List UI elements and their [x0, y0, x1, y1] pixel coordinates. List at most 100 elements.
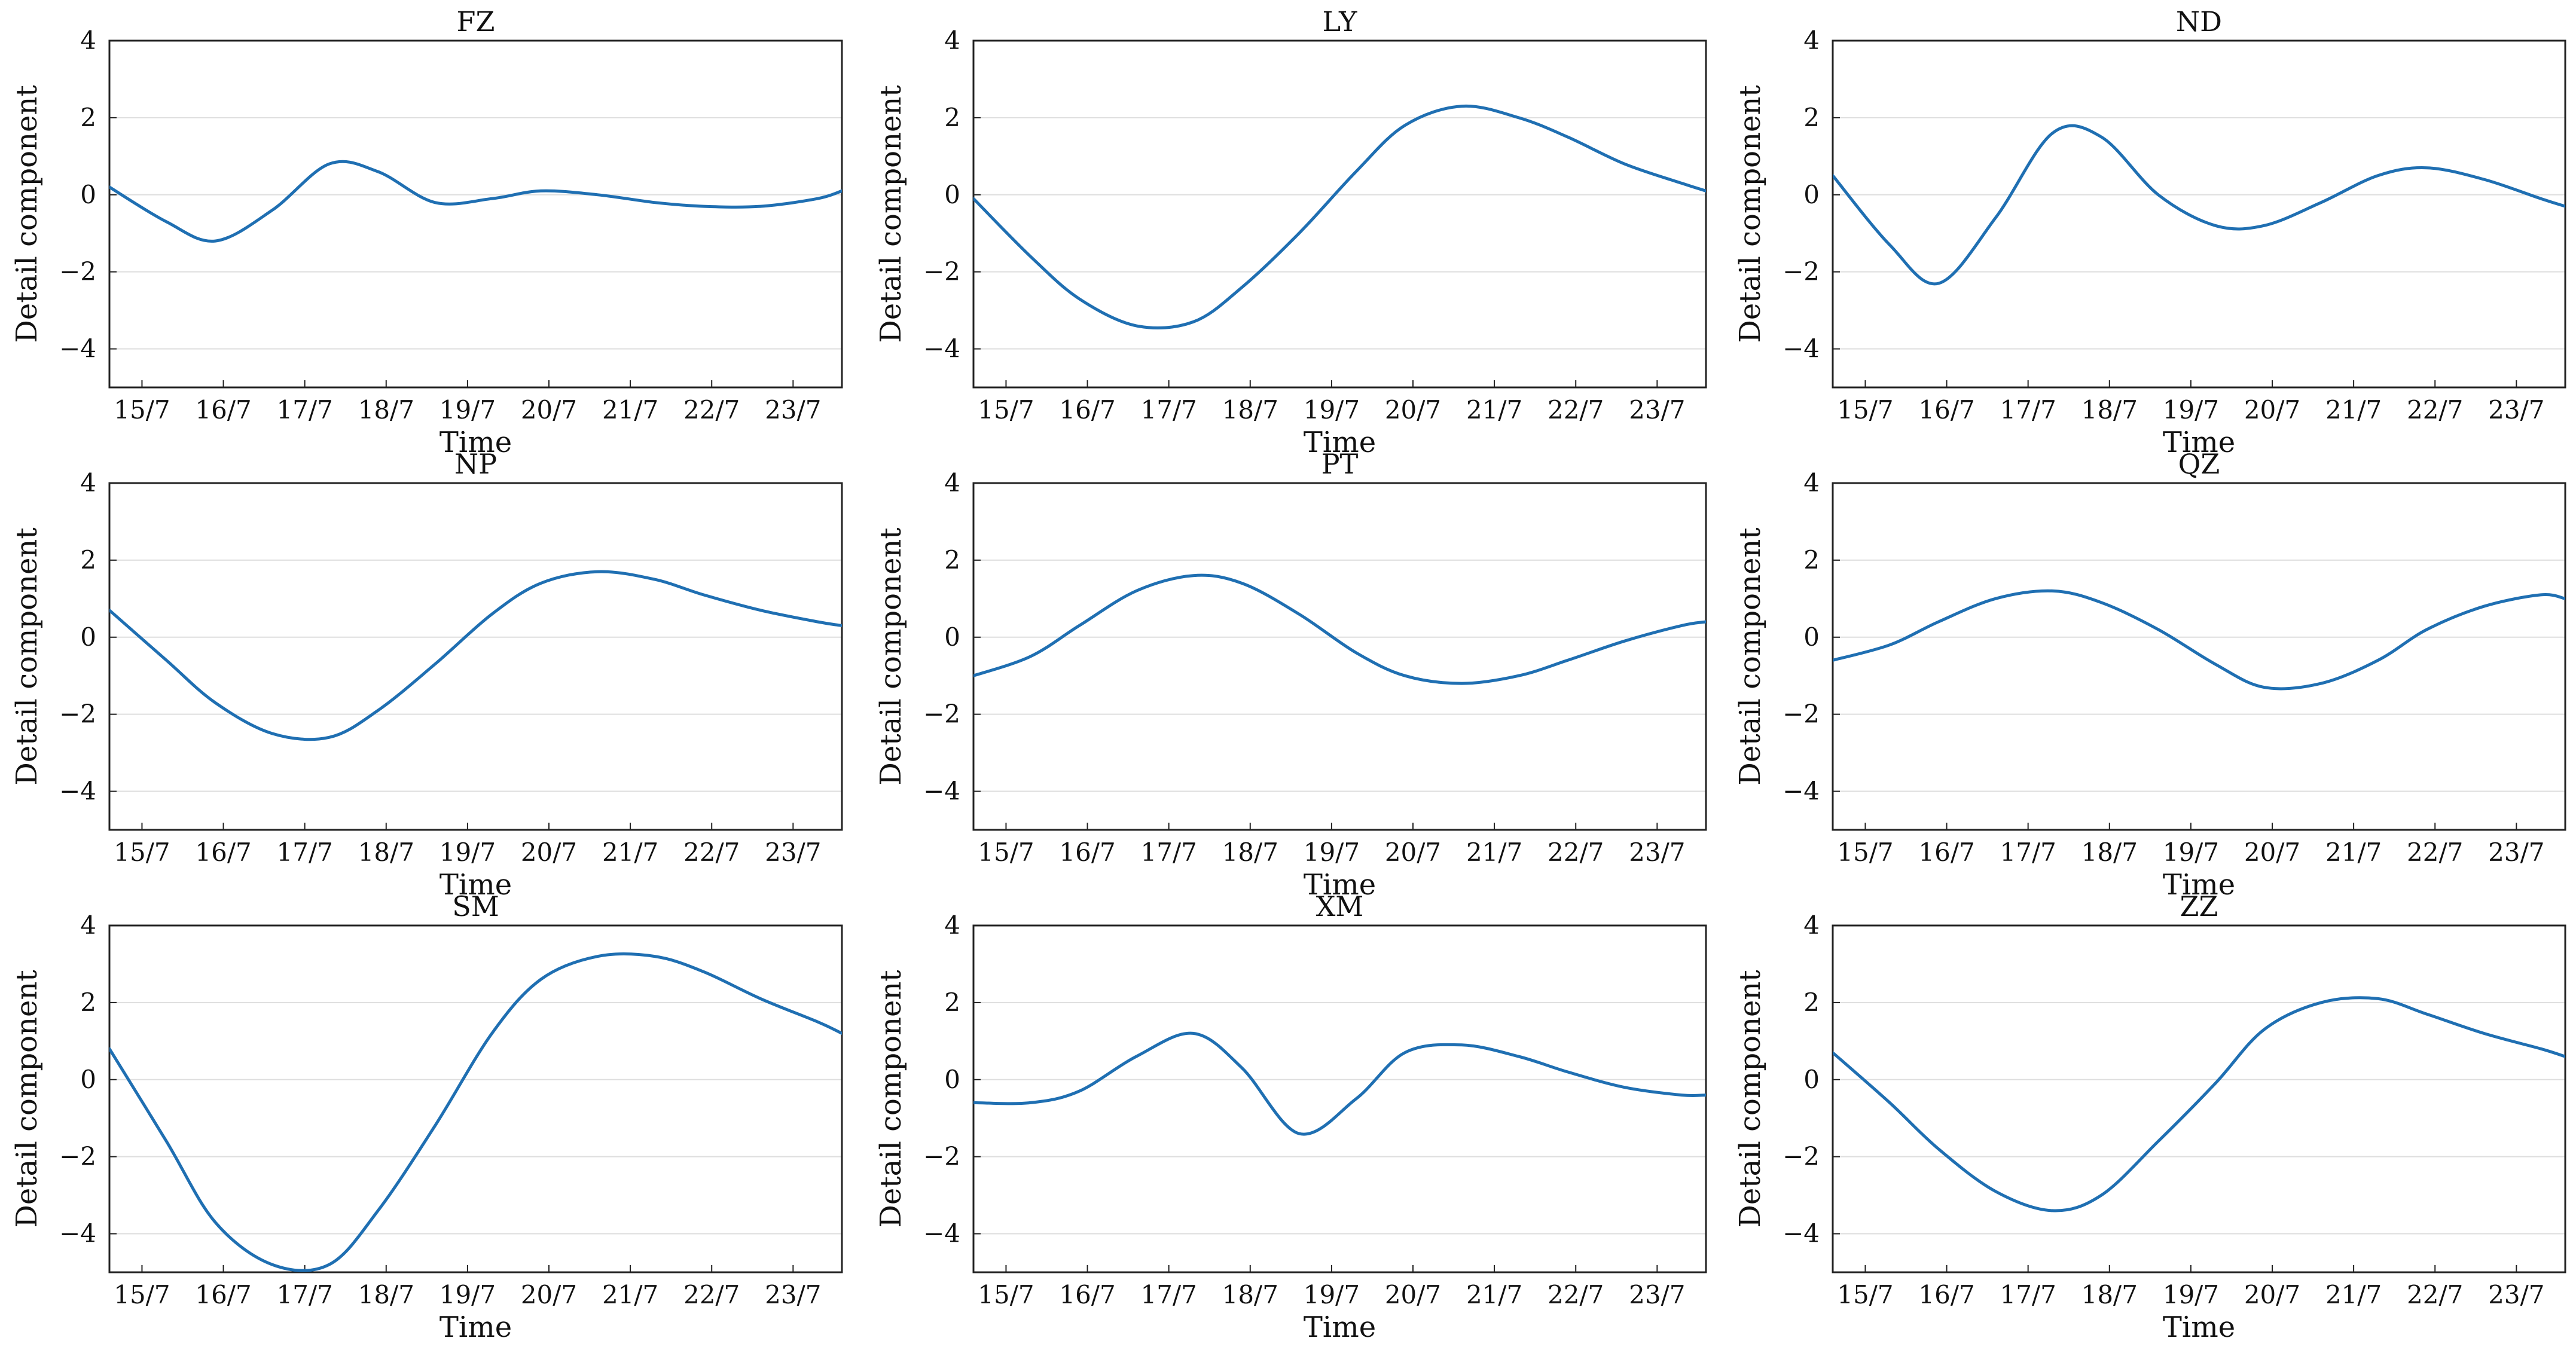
chart-title: ZZ	[2180, 890, 2218, 923]
x-tick-label: 17/7	[2000, 1280, 2056, 1309]
y-axis-label: Detail component	[1733, 527, 1767, 785]
x-tick-label: 21/7	[602, 838, 658, 867]
x-tick-label: 22/7	[1548, 395, 1604, 424]
x-tick-label: 19/7	[2163, 395, 2219, 424]
x-tick-label: 21/7	[2325, 1280, 2382, 1309]
x-tick-label: 23/7	[765, 1280, 821, 1309]
y-tick-label: −2	[923, 257, 960, 286]
series-line-xm	[973, 1031, 1706, 1136]
x-tick-label: 19/7	[439, 838, 496, 867]
x-axis-label: Time	[1304, 1311, 1376, 1344]
x-tick-label: 17/7	[2000, 395, 2056, 424]
y-axis-label: Detail component	[10, 970, 44, 1227]
y-tick-label: 2	[944, 545, 960, 575]
y-tick-label: 2	[80, 545, 96, 575]
x-tick-label: 15/7	[114, 395, 170, 424]
x-tick-label: 15/7	[114, 838, 170, 867]
x-tick-label: 18/7	[358, 838, 414, 867]
series-line-ly	[973, 104, 1706, 329]
x-tick-label: 22/7	[2407, 395, 2463, 424]
x-tick-label: 18/7	[2081, 395, 2138, 424]
x-axis-label: Time	[2163, 868, 2235, 902]
x-tick-label: 22/7	[1548, 1280, 1604, 1309]
y-tick-label: 2	[80, 988, 96, 1017]
x-tick-label: 18/7	[2081, 838, 2138, 867]
y-axis-label: Detail component	[874, 970, 908, 1227]
chart-title: SM	[452, 890, 499, 923]
x-tick-label: 16/7	[195, 395, 251, 424]
x-tick-label: 21/7	[2325, 395, 2382, 424]
x-tick-label: 23/7	[2488, 395, 2544, 424]
x-tick-label: 17/7	[277, 395, 333, 424]
x-tick-label: 18/7	[2081, 1280, 2138, 1309]
plot-frame	[1832, 39, 2566, 389]
x-tick-label: 15/7	[1837, 838, 1893, 867]
series-line-zz	[1833, 996, 2565, 1212]
y-axis-label: Detail component	[10, 85, 44, 343]
y-tick-label: −4	[59, 1219, 96, 1248]
plot-frame	[108, 924, 843, 1273]
y-tick-label: 4	[1803, 468, 1820, 497]
x-tick-label: 23/7	[765, 838, 821, 867]
y-tick-label: 4	[1803, 26, 1820, 55]
x-axis-label: Time	[1304, 868, 1376, 902]
x-tick-label: 17/7	[1141, 395, 1197, 424]
x-tick-label: 15/7	[114, 1280, 170, 1309]
y-tick-label: −2	[59, 1142, 96, 1171]
y-tick-label: 2	[1803, 988, 1820, 1017]
x-tick-label: 15/7	[1837, 1280, 1893, 1309]
plot-frame	[108, 482, 843, 831]
x-axis-label: Time	[2163, 1311, 2235, 1344]
y-tick-label: 4	[1803, 911, 1820, 940]
y-axis-label: Detail component	[874, 527, 908, 785]
y-tick-label: 2	[80, 103, 96, 132]
chart-panel-ly: −4 −2 0 2 4 15/7 16/7 17/7 18/7 19/7 20/7 21/7 22/7 2…	[874, 5, 1707, 459]
x-tick-label: 23/7	[1629, 395, 1685, 424]
chart-title: XM	[1316, 890, 1364, 923]
x-tick-label: 16/7	[1059, 1280, 1115, 1309]
x-tick-label: 22/7	[683, 838, 740, 867]
x-tick-label: 17/7	[277, 838, 333, 867]
x-tick-label: 18/7	[358, 1280, 414, 1309]
x-tick-label: 16/7	[1059, 395, 1115, 424]
x-tick-label: 20/7	[1385, 395, 1441, 424]
series-line-qz	[1833, 589, 2565, 691]
y-tick-label: 0	[80, 180, 96, 209]
chart-title: LY	[1323, 5, 1358, 38]
x-tick-label: 21/7	[1466, 1280, 1522, 1309]
x-tick-label: 16/7	[1918, 395, 1974, 424]
y-tick-label: −2	[1783, 1142, 1820, 1171]
y-tick-label: 0	[944, 1065, 960, 1094]
y-axis-label: Detail component	[1733, 970, 1767, 1227]
x-tick-label: 20/7	[1385, 838, 1441, 867]
x-tick-label: 18/7	[1222, 1280, 1278, 1309]
x-tick-label: 16/7	[195, 838, 251, 867]
y-tick-label: 0	[1803, 1065, 1820, 1094]
x-tick-label: 21/7	[1466, 838, 1522, 867]
x-tick-label: 22/7	[683, 1280, 740, 1309]
y-tick-label: −4	[923, 334, 960, 364]
x-tick-label: 17/7	[2000, 838, 2056, 867]
chart-title: ND	[2176, 5, 2222, 38]
y-tick-label: −4	[1783, 334, 1820, 364]
y-tick-label: −2	[923, 700, 960, 729]
x-tick-label: 15/7	[978, 1280, 1034, 1309]
y-tick-label: 2	[1803, 545, 1820, 575]
plot-frame	[1832, 924, 2566, 1273]
y-tick-label: 0	[80, 1065, 96, 1094]
x-tick-label: 19/7	[1304, 1280, 1360, 1309]
x-tick-label: 19/7	[2163, 1280, 2219, 1309]
plot-frame	[972, 924, 1707, 1273]
y-tick-label: 0	[1803, 180, 1820, 209]
x-tick-label: 22/7	[683, 395, 740, 424]
y-axis-label: Detail component	[1733, 85, 1767, 343]
y-tick-label: 2	[944, 988, 960, 1017]
x-tick-label: 23/7	[1629, 838, 1685, 867]
y-tick-label: 4	[944, 468, 960, 497]
chart-panel-xm: −4 −2 0 2 4 15/7 16/7 17/7 18/7 19/7 20/7 21/7 22/7 2…	[874, 890, 1707, 1344]
x-tick-label: 15/7	[978, 395, 1034, 424]
x-tick-label: 23/7	[2488, 1280, 2544, 1309]
x-axis-label: Time	[2163, 426, 2235, 459]
plot-frame	[108, 39, 843, 389]
y-tick-label: 2	[944, 103, 960, 132]
